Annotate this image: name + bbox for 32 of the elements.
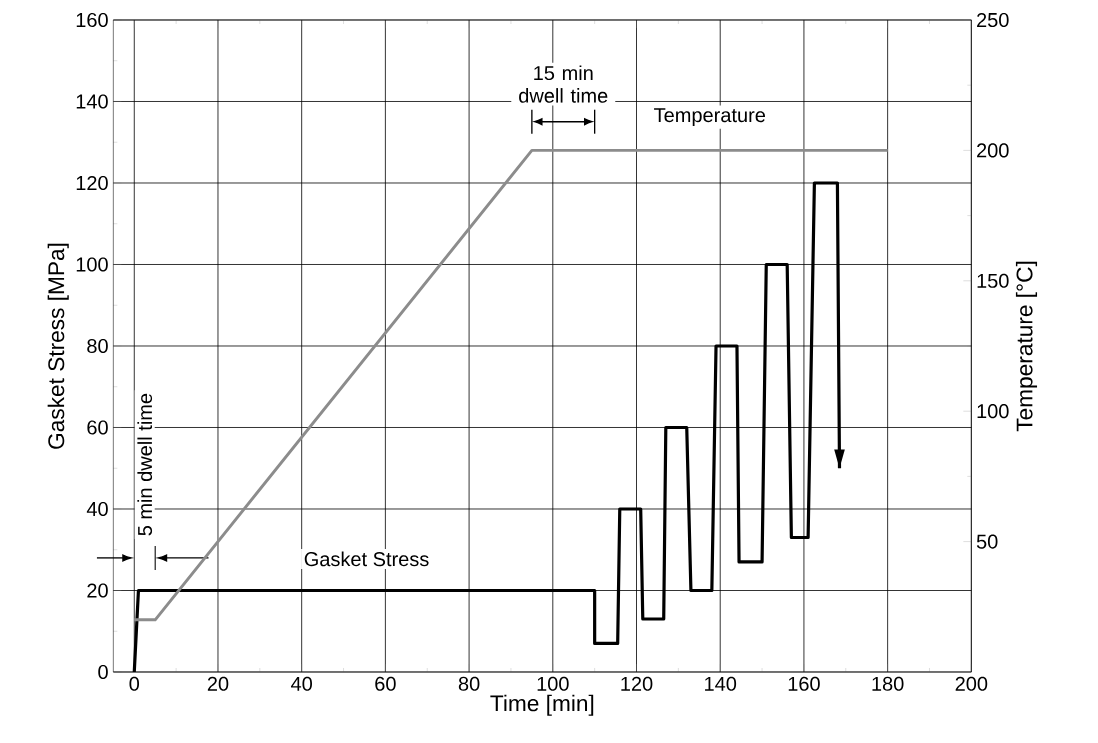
- y-tick-label: 0: [98, 664, 108, 680]
- y-tick-label: 140: [76, 94, 108, 109]
- x-tick-label: 80: [458, 676, 480, 691]
- x-tick-label: 120: [621, 676, 653, 691]
- x-axis-title: Time [min]: [490, 694, 594, 716]
- y-tick-label: 20: [87, 583, 108, 598]
- y-tick-label: 100: [76, 257, 108, 272]
- x-tick-label: 180: [872, 676, 904, 691]
- y-tick-label: 40: [86, 501, 108, 517]
- y-tick-label: 60: [87, 420, 108, 435]
- series-label: Gasket Stress: [304, 551, 429, 567]
- x-tick-label: 200: [955, 676, 988, 691]
- x-tick-label: 40: [291, 676, 313, 691]
- annotation: 15 min dwell time: [519, 65, 608, 103]
- x-tick-label: 60: [375, 676, 396, 691]
- y2-tick-label: 50: [976, 534, 998, 549]
- y-tick-label: 160: [76, 12, 108, 28]
- y-axis-title: Gasket Stress [MPa]: [47, 243, 69, 449]
- y2-tick-label: 250: [977, 12, 1009, 28]
- x-tick-label: 140: [705, 676, 737, 691]
- series-label: Temperature: [654, 108, 766, 127]
- y2-tick-label: 100: [977, 404, 1009, 419]
- y2-tick-label: 150: [977, 273, 1009, 288]
- annotation: 5 min dwell time: [137, 393, 153, 536]
- x-tick-label: 160: [788, 676, 820, 691]
- x-tick-label: 100: [537, 676, 569, 691]
- x-tick-label: 20: [207, 676, 229, 691]
- y2-axis-title: Temperature [°C]: [1015, 261, 1038, 432]
- x-tick-label: 0: [129, 676, 140, 691]
- y2-tick-label: 200: [977, 143, 1009, 158]
- y-tick-label: 120: [76, 175, 108, 191]
- y-tick-label: 80: [87, 338, 108, 354]
